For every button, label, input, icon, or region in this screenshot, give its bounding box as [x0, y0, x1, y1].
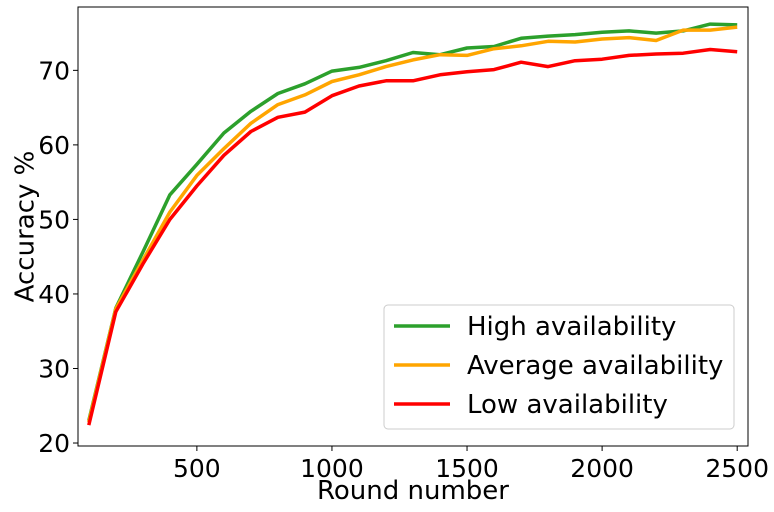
x-axis-label: Round number	[317, 476, 509, 506]
x-tick-label: 2000	[570, 454, 634, 483]
y-tick-label: 20	[38, 429, 70, 458]
y-tick-label: 40	[38, 280, 70, 309]
legend-label-0: High availability	[467, 312, 676, 342]
x-tick-label: 500	[173, 454, 221, 483]
x-tick-label: 1500	[435, 454, 499, 483]
legend-label-1: Average availability	[467, 351, 723, 381]
legend-box	[383, 304, 735, 430]
y-tick-label: 70	[38, 56, 70, 85]
plot-frame	[77, 6, 749, 447]
y-tick-label: 50	[38, 205, 70, 234]
y-axis-label: Accuracy %	[11, 151, 41, 303]
series-line-0	[87, 22, 738, 422]
series-line-1	[87, 25, 738, 423]
x-tick-label: 1000	[300, 454, 364, 483]
legend: High availability Average availability Low…	[383, 304, 735, 430]
y-tick-label: 60	[38, 131, 70, 160]
x-tick-label: 2500	[705, 454, 769, 483]
x-axis: 500 1000 1500 2000 2500	[173, 446, 769, 483]
y-axis: 20 30 40 50 60 70	[38, 56, 78, 458]
y-tick-label: 30	[38, 354, 70, 383]
legend-label-2: Low availability	[467, 390, 668, 420]
plot-lines	[87, 22, 738, 426]
series-line-2	[87, 47, 738, 426]
